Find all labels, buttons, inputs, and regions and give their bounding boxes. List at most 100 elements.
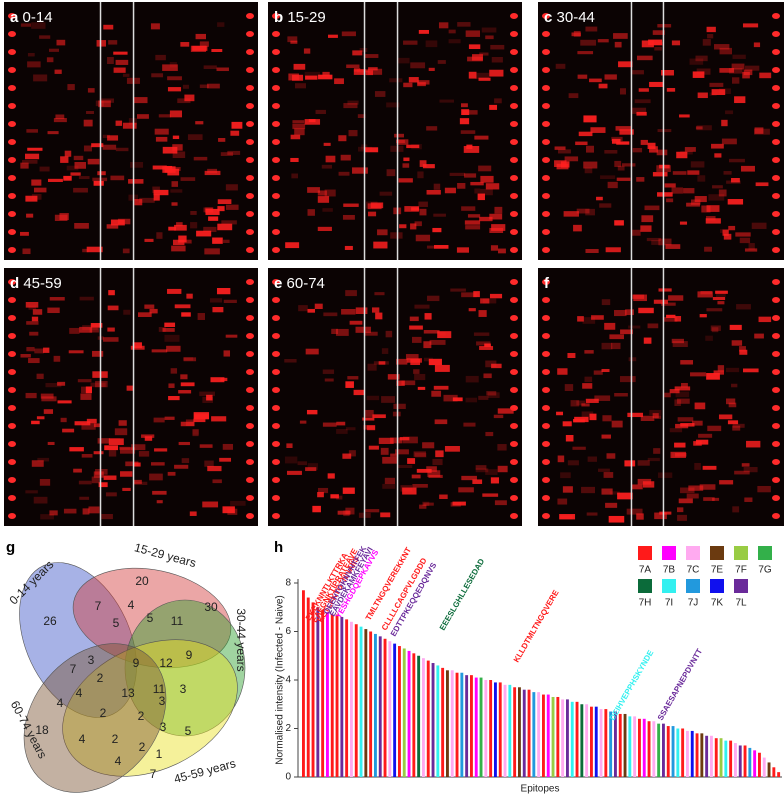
spot xyxy=(26,213,34,218)
spot xyxy=(542,103,550,109)
spot xyxy=(192,429,199,437)
spot xyxy=(387,374,400,380)
bar xyxy=(676,728,680,777)
spot xyxy=(8,31,16,37)
spot xyxy=(542,85,550,91)
bar xyxy=(398,646,401,777)
spot xyxy=(353,69,366,75)
spot xyxy=(631,484,643,490)
spot xyxy=(122,487,131,491)
spot xyxy=(719,480,734,485)
spot xyxy=(168,383,175,388)
spot xyxy=(208,216,219,221)
spot xyxy=(686,493,699,499)
spot xyxy=(542,175,550,181)
spot xyxy=(680,360,694,365)
bar xyxy=(503,684,507,777)
spot xyxy=(87,88,95,93)
spot xyxy=(565,434,574,442)
spot xyxy=(732,506,740,513)
spot xyxy=(651,41,664,46)
legend-swatch xyxy=(734,546,748,560)
spot xyxy=(674,316,682,322)
panel-letter: e xyxy=(274,275,282,292)
spot xyxy=(380,512,391,518)
spot xyxy=(86,418,97,424)
spot xyxy=(164,416,175,420)
legend-label: 7E xyxy=(711,565,724,576)
spot xyxy=(53,355,61,362)
spot xyxy=(734,96,746,104)
spot xyxy=(571,32,581,37)
spot xyxy=(542,315,550,321)
spot xyxy=(79,296,94,301)
spot xyxy=(690,199,701,205)
spot xyxy=(611,138,621,144)
spot xyxy=(272,121,280,127)
spot xyxy=(658,238,672,246)
spot xyxy=(632,147,643,153)
spot xyxy=(510,103,518,109)
spot xyxy=(272,85,280,91)
spot xyxy=(426,245,435,249)
spot xyxy=(713,44,730,50)
spot xyxy=(177,98,191,104)
spot xyxy=(367,363,377,371)
spot xyxy=(465,397,478,403)
spot xyxy=(336,421,346,426)
spot xyxy=(8,103,16,109)
bar xyxy=(762,757,766,777)
spot xyxy=(115,147,129,152)
spot xyxy=(338,135,347,142)
spot xyxy=(475,468,489,473)
spot xyxy=(467,214,481,218)
spot xyxy=(725,367,740,373)
spot xyxy=(216,67,229,72)
spot xyxy=(96,40,106,47)
spot xyxy=(711,143,724,149)
spot xyxy=(405,354,419,360)
spot xyxy=(423,357,433,362)
spot xyxy=(510,513,518,519)
spot xyxy=(772,513,780,519)
spot xyxy=(557,368,568,375)
spot xyxy=(193,156,208,161)
spot xyxy=(575,141,588,146)
bar xyxy=(580,704,584,777)
spot xyxy=(739,237,751,244)
spot xyxy=(640,139,648,145)
spot xyxy=(318,74,333,80)
spot xyxy=(754,333,764,339)
venn-count: 2 xyxy=(112,732,119,746)
spot xyxy=(192,45,208,51)
panel-label: f xyxy=(544,275,550,292)
spot xyxy=(307,463,319,470)
spot xyxy=(695,126,703,130)
spot xyxy=(122,73,130,77)
spot xyxy=(211,48,223,53)
legend-swatch xyxy=(662,546,676,560)
spot xyxy=(625,309,635,316)
spot xyxy=(657,472,673,478)
spot xyxy=(711,89,726,96)
venn-count: 26 xyxy=(43,614,57,628)
spot xyxy=(204,170,221,176)
bar xyxy=(450,670,454,777)
spot xyxy=(703,497,715,501)
spot xyxy=(428,67,435,71)
spot xyxy=(772,229,780,235)
panel-letter: h xyxy=(274,539,283,556)
spot xyxy=(450,288,466,292)
spot xyxy=(130,162,144,168)
spot xyxy=(352,50,363,56)
spot xyxy=(47,131,59,135)
spot xyxy=(180,421,195,427)
spot xyxy=(39,166,50,172)
spot xyxy=(680,487,695,494)
spot xyxy=(141,434,155,438)
spot xyxy=(59,213,69,221)
spot xyxy=(772,279,780,285)
spot xyxy=(186,293,193,299)
venn-count: 4 xyxy=(76,686,83,700)
spot xyxy=(636,513,644,520)
